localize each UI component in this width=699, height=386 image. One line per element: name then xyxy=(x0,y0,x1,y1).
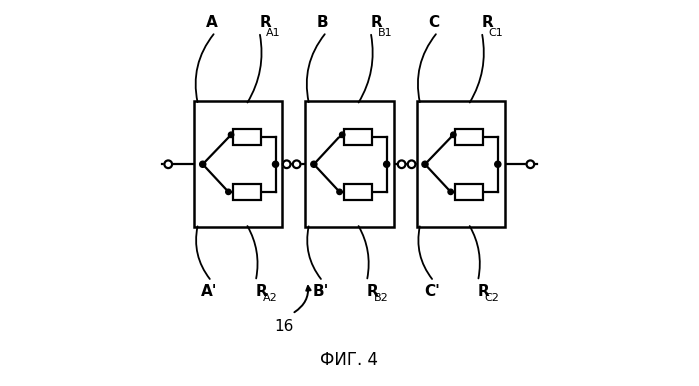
Circle shape xyxy=(229,132,233,137)
Text: B': B' xyxy=(312,284,329,299)
Bar xyxy=(344,129,372,145)
Text: C1: C1 xyxy=(489,28,503,38)
Text: R: R xyxy=(478,284,489,299)
Bar xyxy=(305,101,394,227)
Text: A1: A1 xyxy=(266,28,281,38)
Circle shape xyxy=(384,161,390,167)
Circle shape xyxy=(340,132,345,137)
Circle shape xyxy=(448,189,454,195)
Text: A2: A2 xyxy=(263,293,278,303)
Circle shape xyxy=(422,161,428,167)
Text: B1: B1 xyxy=(377,28,392,38)
Text: A': A' xyxy=(201,284,218,299)
Bar xyxy=(194,101,282,227)
Circle shape xyxy=(164,161,172,168)
Text: C': C' xyxy=(424,284,440,299)
Bar xyxy=(344,184,372,200)
Bar xyxy=(455,184,483,200)
Text: R: R xyxy=(259,15,271,30)
Text: R: R xyxy=(370,15,382,30)
Bar xyxy=(233,129,261,145)
Circle shape xyxy=(451,132,456,137)
Circle shape xyxy=(526,161,534,168)
Bar xyxy=(233,184,261,200)
Text: R: R xyxy=(367,284,378,299)
Circle shape xyxy=(311,161,317,167)
Text: A: A xyxy=(206,15,217,30)
Circle shape xyxy=(200,161,206,167)
Circle shape xyxy=(293,161,301,168)
Text: ФИГ. 4: ФИГ. 4 xyxy=(321,351,378,369)
Bar xyxy=(417,101,505,227)
Text: B2: B2 xyxy=(374,293,389,303)
Circle shape xyxy=(273,161,279,167)
Circle shape xyxy=(408,161,415,168)
Text: C2: C2 xyxy=(485,293,500,303)
Text: R: R xyxy=(256,284,267,299)
Text: R: R xyxy=(482,15,493,30)
Circle shape xyxy=(283,161,291,168)
Circle shape xyxy=(495,161,501,167)
Circle shape xyxy=(398,161,405,168)
Text: C: C xyxy=(428,15,440,30)
Text: 16: 16 xyxy=(275,320,294,334)
Circle shape xyxy=(226,189,231,195)
Text: B: B xyxy=(317,15,329,30)
Circle shape xyxy=(337,189,343,195)
Bar xyxy=(455,129,483,145)
